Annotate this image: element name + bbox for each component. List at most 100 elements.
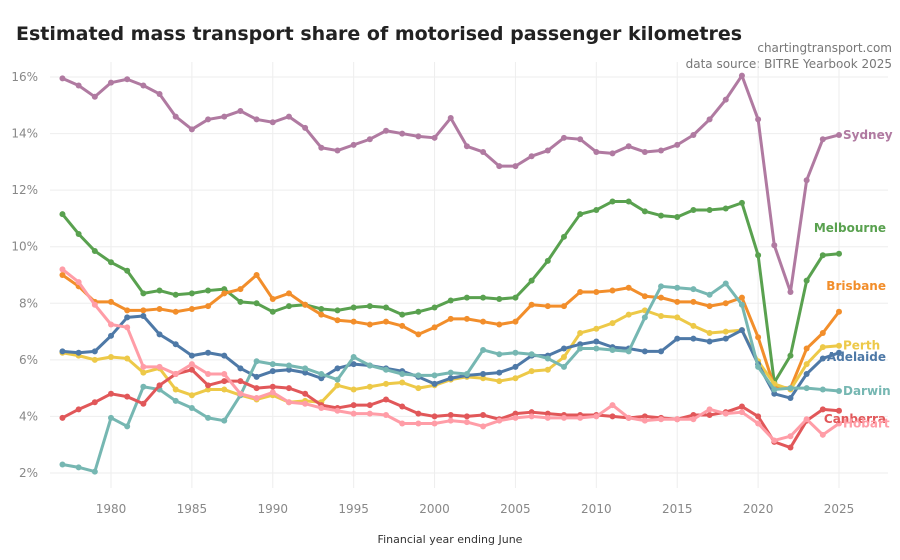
data-point: [75, 230, 82, 237]
data-point: [480, 371, 487, 377]
data-point: [787, 385, 794, 392]
data-point: [738, 327, 745, 334]
data-point: [205, 382, 212, 389]
data-point: [156, 363, 163, 370]
data-point: [366, 362, 373, 369]
data-point: [188, 404, 195, 411]
data-point: [706, 412, 713, 419]
data-point: [302, 301, 309, 308]
data-point: [658, 313, 665, 320]
data-point: [237, 365, 244, 372]
data-point: [836, 131, 842, 138]
data-point: [124, 314, 131, 321]
data-point: [140, 313, 147, 320]
data-point: [836, 420, 842, 427]
data-point: [447, 315, 454, 322]
data-point: [108, 332, 114, 339]
series-sydney: [59, 72, 842, 295]
data-point: [383, 412, 390, 419]
data-point: [803, 361, 810, 368]
x-tick-label: 2025: [824, 502, 855, 516]
data-point: [722, 410, 729, 417]
data-point: [836, 407, 842, 414]
data-point: [609, 346, 616, 353]
data-point: [399, 371, 406, 377]
data-point: [156, 90, 163, 97]
data-point: [334, 147, 341, 154]
data-point: [722, 335, 729, 342]
data-point: [544, 414, 551, 421]
data-point: [415, 420, 422, 427]
series-label-canberra: Canberra: [824, 412, 886, 426]
data-point: [205, 414, 212, 421]
series-perth: [59, 307, 842, 406]
y-tick-label: 14%: [11, 127, 38, 141]
data-point: [706, 291, 713, 298]
data-point: [302, 369, 309, 376]
data-point: [91, 356, 98, 363]
data-point: [803, 177, 810, 184]
data-point: [366, 136, 373, 143]
data-point: [205, 303, 212, 310]
data-point: [836, 349, 842, 356]
data-point: [641, 413, 648, 420]
data-point: [269, 119, 276, 126]
data-point: [140, 290, 147, 297]
data-point: [496, 163, 503, 170]
data-point: [253, 116, 260, 123]
data-point: [140, 307, 147, 314]
data-point: [188, 392, 195, 399]
data-point: [480, 294, 487, 301]
data-point: [560, 414, 567, 421]
data-point: [480, 346, 487, 353]
data-point: [690, 335, 697, 342]
data-point: [431, 324, 438, 331]
data-point: [91, 399, 98, 406]
data-point: [641, 314, 648, 321]
data-point: [188, 366, 195, 373]
data-point: [755, 116, 762, 123]
data-point: [156, 331, 163, 338]
data-point: [819, 431, 826, 438]
data-point: [674, 284, 681, 291]
data-point: [544, 410, 551, 417]
data-point: [108, 321, 114, 328]
data-point: [269, 296, 276, 303]
data-point: [334, 376, 341, 383]
data-point: [302, 390, 309, 397]
data-point: [658, 283, 665, 290]
data-point: [172, 371, 179, 377]
data-point: [366, 321, 373, 328]
data-point: [140, 400, 147, 407]
data-point: [75, 279, 82, 286]
data-point: [383, 127, 390, 134]
data-point: [722, 205, 729, 212]
data-point: [188, 305, 195, 312]
data-point: [447, 297, 454, 304]
data-point: [269, 361, 276, 368]
data-point: [722, 328, 729, 335]
data-point: [447, 417, 454, 424]
data-point: [803, 385, 810, 392]
data-point: [560, 134, 567, 141]
data-point: [512, 318, 519, 325]
data-point: [577, 329, 584, 336]
data-point: [253, 272, 260, 278]
data-point: [383, 380, 390, 387]
data-point: [172, 113, 179, 120]
data-point: [237, 286, 244, 293]
data-point: [819, 406, 826, 413]
data-point: [140, 369, 147, 376]
data-point: [431, 413, 438, 420]
data-point: [431, 134, 438, 141]
credit-source: data source: BITRE Yearbook 2025: [686, 57, 892, 71]
data-point: [819, 252, 826, 259]
data-point: [237, 390, 244, 397]
data-point: [415, 331, 422, 338]
data-point: [431, 372, 438, 379]
data-point: [658, 212, 665, 219]
data-point: [269, 308, 276, 315]
chart-title: Estimated mass transport share of motori…: [16, 23, 742, 45]
